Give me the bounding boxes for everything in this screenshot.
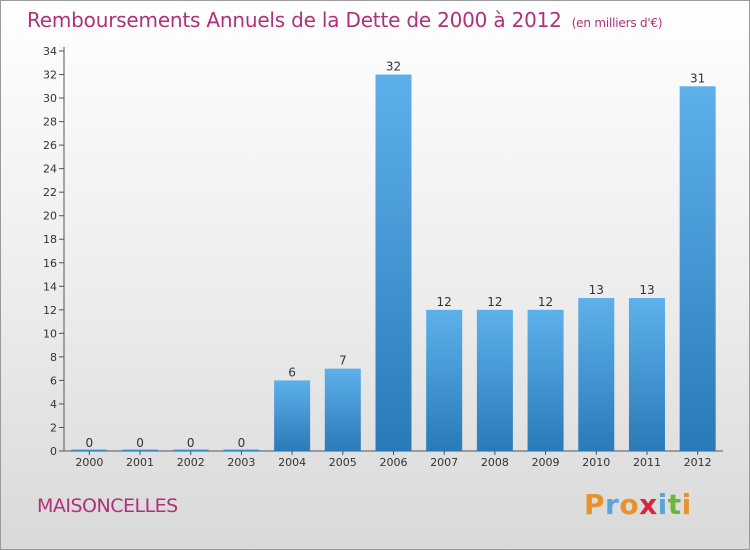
data-label: 0 (136, 436, 144, 450)
data-label: 0 (187, 436, 195, 450)
y-tick-label: 20 (43, 210, 57, 223)
y-tick-label: 16 (43, 257, 57, 270)
logo-letter: i (657, 488, 668, 521)
data-label: 32 (386, 60, 401, 74)
chart-title: Remboursements Annuels de la Dette de 20… (27, 8, 663, 32)
y-tick-label: 30 (43, 92, 57, 105)
x-tick-label: 2004 (278, 456, 306, 469)
x-tick-label: 2003 (227, 456, 255, 469)
y-tick-label: 24 (43, 163, 57, 176)
logo-letter: o (619, 488, 640, 521)
data-label: 31 (690, 71, 705, 85)
bar (527, 309, 564, 451)
bar (324, 368, 361, 451)
x-tick-label: 2005 (329, 456, 357, 469)
logo-letter: x (639, 488, 658, 521)
x-tick-label: 2008 (481, 456, 509, 469)
proxiti-logo: Proxiti (584, 488, 692, 521)
bar (375, 74, 412, 451)
data-label: 12 (437, 295, 452, 309)
bars (71, 74, 716, 451)
y-tick-label: 2 (50, 421, 57, 434)
bar (476, 309, 513, 451)
bar (274, 380, 311, 451)
bar (172, 449, 209, 451)
bar (122, 449, 159, 451)
commune-name: MAISONCELLES (37, 495, 178, 517)
bar (223, 449, 260, 451)
y-tick-label: 28 (43, 116, 57, 129)
data-label: 13 (639, 283, 654, 297)
x-tick-label: 2007 (430, 456, 458, 469)
x-tick-label: 2010 (582, 456, 610, 469)
logo-letter: P (584, 488, 606, 521)
x-tick-label: 2002 (177, 456, 205, 469)
y-tick-label: 32 (43, 69, 57, 82)
bar (578, 298, 615, 451)
data-label: 7 (339, 354, 347, 368)
x-tick-label: 2011 (633, 456, 661, 469)
y-tick-label: 4 (50, 398, 57, 411)
data-label: 0 (86, 436, 94, 450)
x-tick-label: 2009 (532, 456, 560, 469)
data-label: 12 (538, 295, 553, 309)
logo-letter: r (605, 488, 620, 521)
data-label: 0 (238, 436, 246, 450)
y-tick-label: 14 (43, 280, 57, 293)
x-tick-label: 2012 (684, 456, 712, 469)
bar (71, 449, 108, 451)
y-tick-label: 10 (43, 327, 57, 340)
x-tick-label: 2006 (380, 456, 408, 469)
y-tick-label: 12 (43, 304, 57, 317)
y-tick-label: 18 (43, 233, 57, 246)
bar (426, 309, 463, 451)
y-tick-label: 22 (43, 186, 57, 199)
y-tick-label: 0 (50, 445, 57, 458)
y-tick-label: 26 (43, 139, 57, 152)
data-label: 13 (589, 283, 604, 297)
bar (628, 298, 665, 451)
labels: 2000 0 2001 0 2002 0 2003 0 2004 6 2005 7 2006 32 2007… (75, 60, 711, 469)
x-tick-label: 2001 (126, 456, 154, 469)
logo-letter: t (667, 488, 682, 521)
y-tick-label: 8 (50, 351, 57, 364)
y-tick-label: 34 (43, 45, 57, 58)
data-label: 12 (487, 295, 502, 309)
chart-title-text: Remboursements Annuels de la Dette de 20… (27, 8, 562, 32)
logo-letter: i (681, 488, 692, 521)
chart-unit: (en milliers d'€) (571, 16, 663, 30)
bar (679, 86, 716, 451)
data-label: 6 (288, 365, 296, 379)
x-tick-label: 2000 (75, 456, 103, 469)
y-tick-label: 6 (50, 374, 57, 387)
